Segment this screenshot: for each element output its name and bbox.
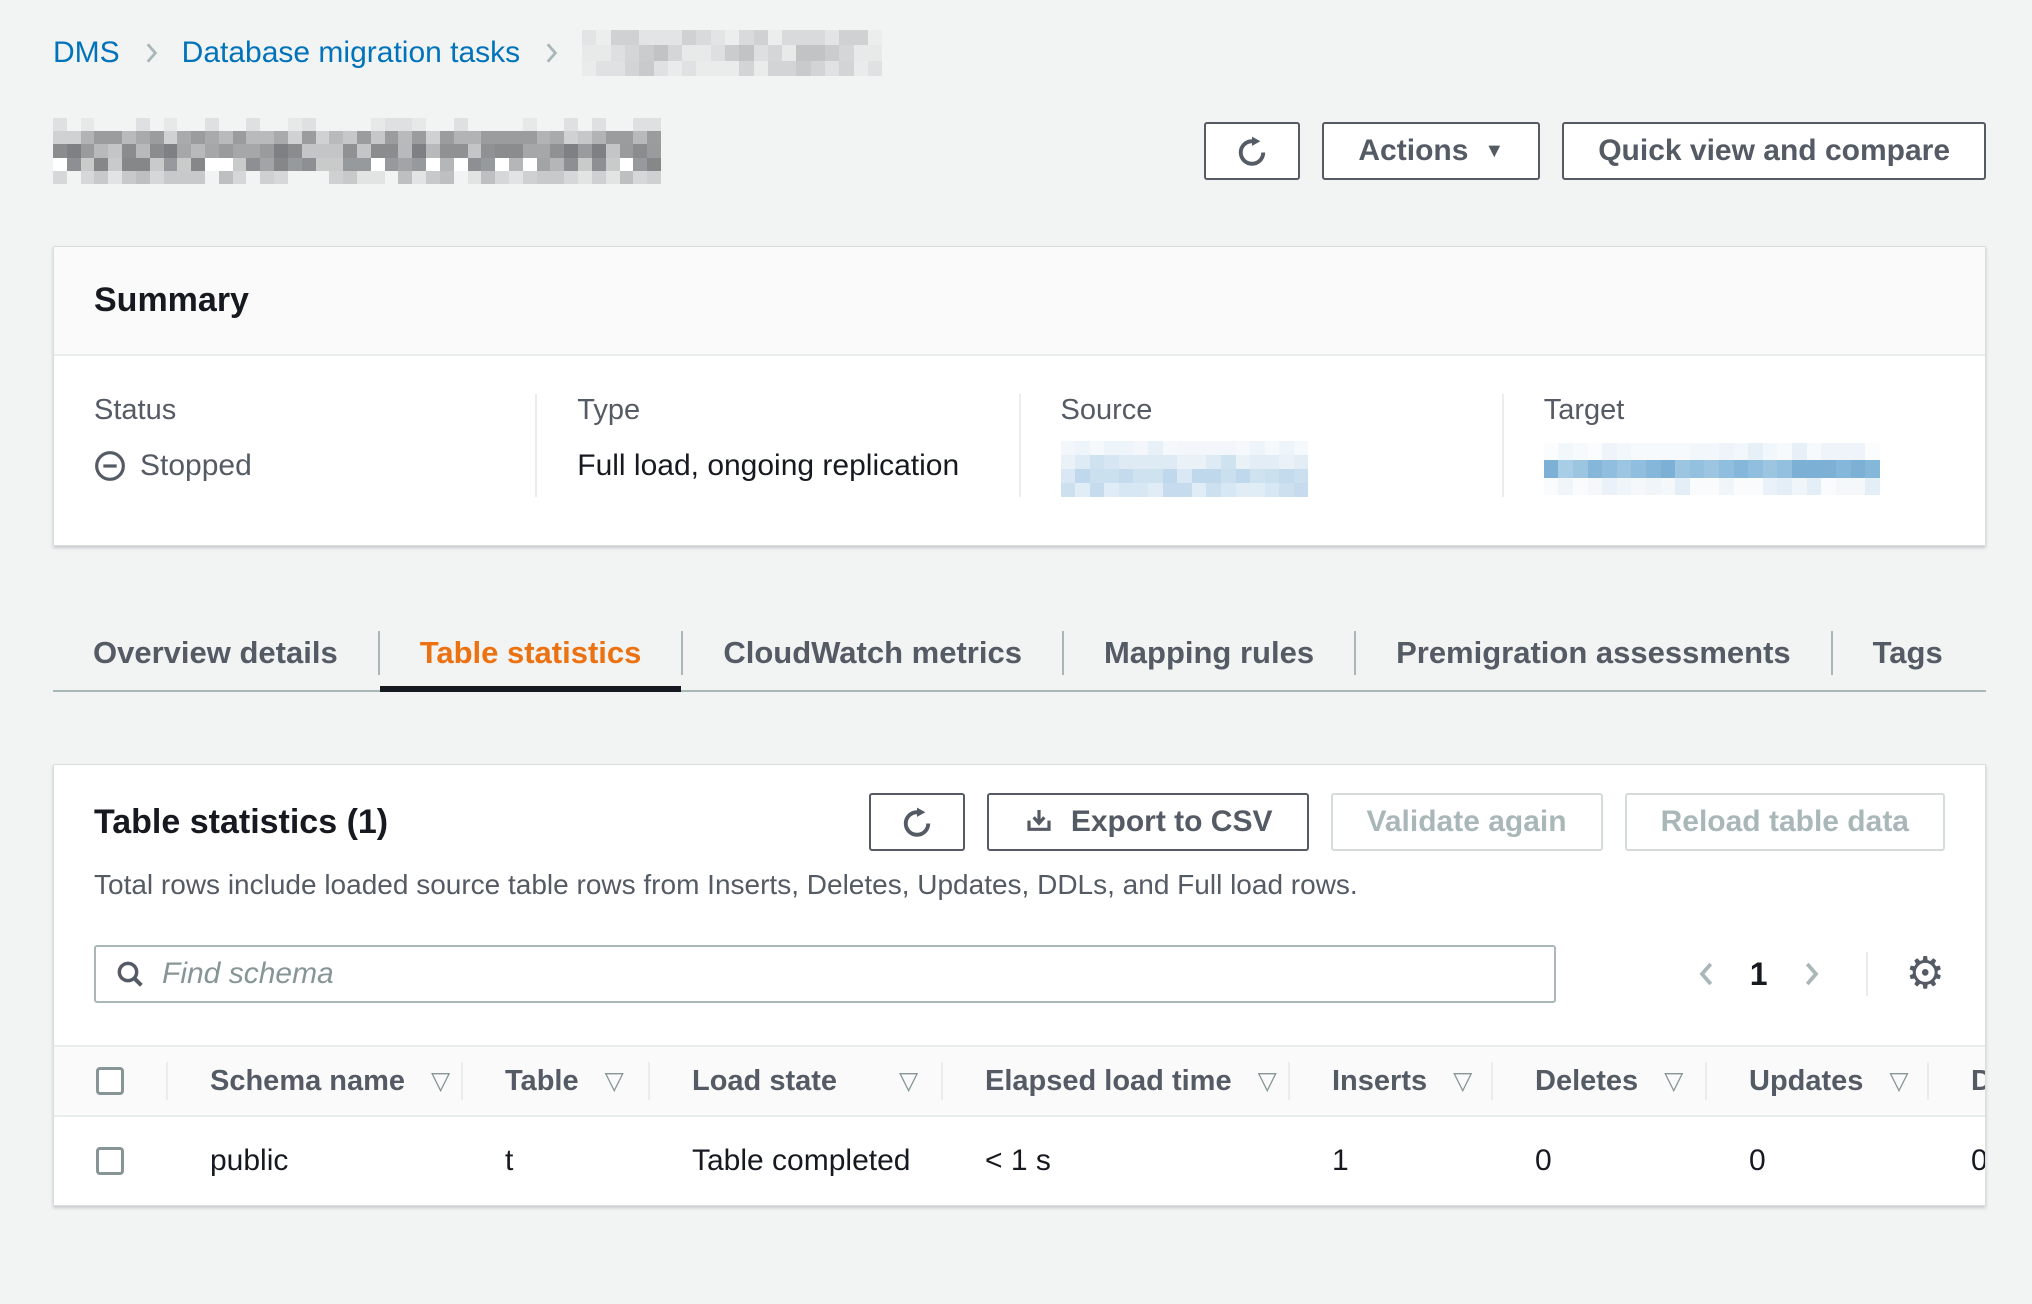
- export-to-csv-button[interactable]: Export to CSV: [986, 793, 1309, 851]
- breadcrumb-link-tasks[interactable]: Database migration tasks: [181, 36, 521, 69]
- header-actions: Actions ▼ Quick view and compare: [1204, 122, 1986, 180]
- summary-card: Summary Status Stopped Type Full load, o…: [53, 246, 1986, 546]
- cell-load-state: Table completed: [692, 1144, 911, 1177]
- next-page-button[interactable]: [1794, 957, 1828, 991]
- type-label: Type: [577, 394, 641, 426]
- search-icon: [117, 961, 143, 987]
- chevron-right-icon: [138, 40, 164, 66]
- tab-divider: [1830, 631, 1833, 675]
- tab-divider: [377, 631, 380, 675]
- breadcrumb-link-dms[interactable]: DMS: [53, 36, 120, 69]
- source-label: Source: [1060, 394, 1153, 426]
- page-title-redacted: [53, 118, 661, 184]
- tab-tags[interactable]: Tags: [1872, 635, 1943, 670]
- tab-divider: [681, 631, 684, 675]
- tab-overview-details[interactable]: Overview details: [93, 635, 338, 670]
- sort-icon[interactable]: ▽: [1257, 1067, 1277, 1095]
- caret-down-icon: ▼: [1484, 139, 1505, 162]
- pagination: 1 ⚙: [1690, 952, 1945, 996]
- validate-again-button[interactable]: Validate again: [1330, 793, 1603, 851]
- summary-field-target: Target: [1501, 394, 1985, 497]
- column-header-schema-name[interactable]: Schema name ▽: [166, 1047, 461, 1115]
- table-statistics-table: Schema name ▽ Table ▽ Load state ▽ Elaps…: [54, 1045, 1985, 1205]
- quick-view-compare-button[interactable]: Quick view and compare: [1562, 122, 1986, 180]
- find-schema-input[interactable]: [162, 957, 1536, 991]
- current-page-number[interactable]: 1: [1749, 955, 1768, 992]
- actions-button[interactable]: Actions ▼: [1322, 122, 1541, 180]
- column-header-load-state[interactable]: Load state ▽: [648, 1047, 941, 1115]
- table-row: public t Table completed < 1 s 1 0 0 0: [54, 1117, 1985, 1205]
- select-all-checkbox[interactable]: [96, 1067, 124, 1095]
- chevron-right-icon: [1805, 962, 1819, 986]
- cell-truncated: 0: [1927, 1117, 1985, 1205]
- refresh-icon: [1239, 136, 1266, 166]
- table-statistics-panel: Table statistics (1): [53, 764, 1986, 1206]
- page-header: Actions ▼ Quick view and compare: [53, 118, 1986, 184]
- quick-view-compare-label: Quick view and compare: [1598, 134, 1950, 167]
- tab-divider: [1354, 631, 1357, 675]
- column-header-elapsed-load-time[interactable]: Elapsed load time ▽: [941, 1047, 1288, 1115]
- sort-icon[interactable]: ▽: [1664, 1067, 1684, 1095]
- column-header-truncated[interactable]: D: [1927, 1047, 1985, 1115]
- refresh-button[interactable]: [1204, 122, 1301, 180]
- previous-page-button[interactable]: [1690, 957, 1724, 991]
- summary-body: Status Stopped Type Full load, ongoing r…: [54, 356, 1985, 545]
- dms-task-page: DMS Database migration tasks Actions ▼: [0, 30, 2032, 1206]
- cell-inserts: 1: [1332, 1144, 1349, 1177]
- toolbar-divider: [1865, 952, 1868, 996]
- refresh-icon: [903, 807, 931, 837]
- status-value: Stopped: [140, 449, 252, 482]
- cell-schema-name: public: [210, 1144, 289, 1177]
- cell-deletes: 0: [1535, 1144, 1552, 1177]
- target-label: Target: [1543, 394, 1625, 426]
- cell-table: t: [505, 1144, 514, 1177]
- column-header-deletes[interactable]: Deletes ▽: [1491, 1047, 1705, 1115]
- summary-title: Summary: [54, 247, 1985, 356]
- chevron-right-icon: [538, 40, 564, 66]
- type-value: Full load, ongoing replication: [577, 449, 960, 482]
- summary-field-source: Source: [1018, 394, 1502, 497]
- cell-updates: 0: [1749, 1144, 1766, 1177]
- target-value-redacted[interactable]: [1543, 443, 1880, 495]
- chevron-left-icon: [1699, 962, 1712, 986]
- summary-field-type: Type Full load, ongoing replication: [535, 394, 1018, 497]
- table-refresh-button[interactable]: [868, 793, 965, 851]
- stopped-status-icon: [95, 451, 125, 481]
- reload-table-data-button[interactable]: Reload table data: [1624, 793, 1945, 851]
- table-statistics-actions: Export to CSV Validate again Reload tabl…: [868, 793, 1945, 851]
- sort-icon[interactable]: ▽: [604, 1067, 624, 1095]
- download-icon: [1027, 810, 1051, 831]
- actions-button-label: Actions: [1358, 134, 1469, 167]
- tab-cloudwatch-metrics[interactable]: CloudWatch metrics: [723, 635, 1022, 670]
- table-toolbar: 1 ⚙: [54, 945, 1985, 1003]
- row-checkbox[interactable]: [96, 1147, 124, 1175]
- schema-search: [94, 945, 1556, 1003]
- table-header-row: Schema name ▽ Table ▽ Load state ▽ Elaps…: [54, 1047, 1985, 1117]
- sort-icon[interactable]: ▽: [899, 1067, 919, 1095]
- column-header-table[interactable]: Table ▽: [461, 1047, 648, 1115]
- export-to-csv-label: Export to CSV: [1070, 805, 1273, 838]
- reload-table-data-label: Reload table data: [1660, 805, 1909, 838]
- summary-field-status: Status Stopped: [54, 394, 535, 497]
- sort-icon[interactable]: ▽: [431, 1067, 451, 1095]
- breadcrumb-current-redacted: [582, 30, 883, 76]
- validate-again-label: Validate again: [1366, 805, 1567, 838]
- source-value-redacted[interactable]: [1060, 441, 1309, 497]
- cell-elapsed-load-time: < 1 s: [985, 1144, 1051, 1177]
- table-statistics-description: Total rows include loaded source table r…: [94, 869, 1358, 900]
- column-header-updates[interactable]: Updates ▽: [1705, 1047, 1927, 1115]
- sort-icon[interactable]: ▽: [1453, 1067, 1473, 1095]
- settings-gear-icon[interactable]: ⚙: [1905, 949, 1945, 998]
- sort-icon[interactable]: ▽: [1889, 1067, 1909, 1095]
- column-header-inserts[interactable]: Inserts ▽: [1288, 1047, 1491, 1115]
- tab-mapping-rules[interactable]: Mapping rules: [1103, 635, 1315, 670]
- tab-premigration-assessments[interactable]: Premigration assessments: [1396, 635, 1791, 670]
- table-statistics-title: Table statistics (1): [94, 803, 389, 841]
- breadcrumb: DMS Database migration tasks: [53, 30, 1986, 76]
- task-detail-tabs: Overview details Table statistics CloudW…: [53, 616, 1986, 692]
- status-label: Status: [94, 394, 177, 426]
- tab-divider: [1061, 631, 1064, 675]
- tab-table-statistics[interactable]: Table statistics: [379, 616, 682, 692]
